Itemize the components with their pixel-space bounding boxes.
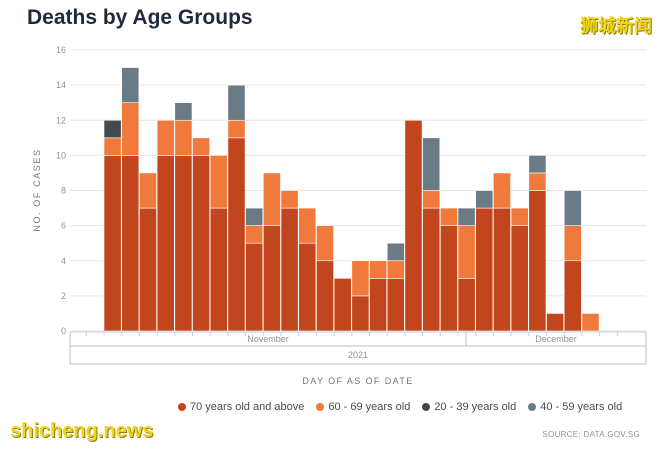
legend-item-20-39[interactable]: 20 - 39 years old xyxy=(422,401,516,413)
bar-segment xyxy=(103,137,122,156)
x-year-label: 2021 xyxy=(348,350,368,360)
bar-segment xyxy=(245,242,264,332)
y-tick-label-16: 16 xyxy=(56,45,66,55)
legend-label-60-69: 60 - 69 years old xyxy=(328,401,411,413)
legend-swatch-70-plus xyxy=(178,403,186,411)
bar-segment xyxy=(262,225,281,332)
bar-segment xyxy=(192,155,211,332)
bar-segment xyxy=(493,172,511,209)
bar-segment xyxy=(386,242,405,262)
bar-segment xyxy=(422,137,441,191)
bar-segment xyxy=(563,260,582,332)
bar-segment xyxy=(139,207,157,332)
bar-segment xyxy=(227,137,246,332)
bar-segment xyxy=(174,119,193,156)
source-note: SOURCE: DATA.GOV.SG xyxy=(542,430,640,439)
chart-title: Deaths by Age Groups xyxy=(27,6,253,29)
bar-segment xyxy=(563,190,582,226)
bar-segment xyxy=(369,278,388,332)
bar-segment xyxy=(369,260,388,279)
bar-segment xyxy=(227,119,246,139)
bar-segment xyxy=(103,119,122,139)
bar-segment xyxy=(156,119,175,156)
bar-segment xyxy=(439,207,458,226)
bar-segment xyxy=(563,225,582,262)
bar-segment xyxy=(546,313,565,332)
bar-segment xyxy=(192,137,211,156)
x-group-label-december: December xyxy=(535,334,577,344)
bar-segment xyxy=(121,102,140,156)
bar-segment xyxy=(245,207,264,226)
bar-segment xyxy=(209,155,228,209)
bar-segment xyxy=(422,207,441,332)
bar-segment xyxy=(280,207,299,332)
bar-segment xyxy=(316,260,334,332)
bar-segment xyxy=(174,102,193,121)
bar-segment xyxy=(457,278,476,332)
bar-segment xyxy=(156,155,175,332)
legend-item-70-plus[interactable]: 70 years old and above xyxy=(178,401,304,413)
bar-segment xyxy=(404,119,423,332)
watermark-top-right: 狮城新闻 xyxy=(580,16,652,37)
bar-segment xyxy=(227,84,246,121)
bar-segment xyxy=(475,190,494,209)
y-tick-label-8: 8 xyxy=(61,186,66,196)
bar-segment xyxy=(439,225,458,332)
y-axis-title: NO. OF CASES xyxy=(32,148,42,231)
bar-segment xyxy=(262,172,281,226)
legend-label-20-39: 20 - 39 years old xyxy=(434,401,517,413)
bar-segment xyxy=(386,260,405,279)
bar-segment xyxy=(298,242,317,332)
bar-segment xyxy=(528,155,547,174)
bar-segment xyxy=(245,225,264,244)
legend-swatch-40-59 xyxy=(528,403,537,411)
legend: 70 years old and above 60 - 69 years old… xyxy=(178,401,622,413)
legend-label-70-plus: 70 years old and above xyxy=(190,401,305,413)
y-tick-label-2: 2 xyxy=(61,291,66,301)
bar-segment xyxy=(280,190,299,209)
bar-segment xyxy=(581,313,600,332)
bar-segment xyxy=(457,207,476,226)
bar-segment xyxy=(510,225,529,332)
bar-segment xyxy=(103,155,122,332)
bar-segment xyxy=(174,155,193,332)
bar-segment xyxy=(422,190,441,209)
legend-item-60-69[interactable]: 60 - 69 years old xyxy=(316,401,410,413)
bar-segment xyxy=(528,172,547,191)
bar-segment xyxy=(298,207,317,244)
bar-segment xyxy=(121,67,140,103)
watermark-bottom-left: shicheng.news xyxy=(10,420,154,442)
y-tick-label-10: 10 xyxy=(56,150,66,160)
x-group-label-november: November xyxy=(247,334,289,344)
bar-segment xyxy=(139,172,157,209)
y-tick-label-14: 14 xyxy=(56,80,66,90)
bar-segment xyxy=(209,207,228,332)
bar-segment xyxy=(333,278,352,332)
bar-segment xyxy=(351,260,370,297)
bar-segment xyxy=(510,207,529,226)
y-tick-label-0: 0 xyxy=(61,326,66,336)
bar-segment xyxy=(121,155,140,332)
legend-item-40-59[interactable]: 40 - 59 years old xyxy=(528,401,622,413)
bar-segment xyxy=(475,207,494,332)
bar-segment xyxy=(351,295,370,332)
legend-swatch-60-69 xyxy=(316,403,325,411)
bar-segment xyxy=(386,278,405,332)
bar-segment xyxy=(493,207,511,332)
bar-segment xyxy=(316,225,334,262)
y-tick-label-6: 6 xyxy=(61,221,66,231)
x-axis-title: DAY OF AS OF DATE xyxy=(302,376,413,386)
legend-label-40-59: 40 - 59 years old xyxy=(540,401,623,413)
y-tick-label-4: 4 xyxy=(61,256,66,266)
y-tick-label-12: 12 xyxy=(56,115,66,125)
bar-segment xyxy=(528,190,547,332)
legend-swatch-20-39 xyxy=(422,403,431,411)
bar-segment xyxy=(457,225,476,279)
